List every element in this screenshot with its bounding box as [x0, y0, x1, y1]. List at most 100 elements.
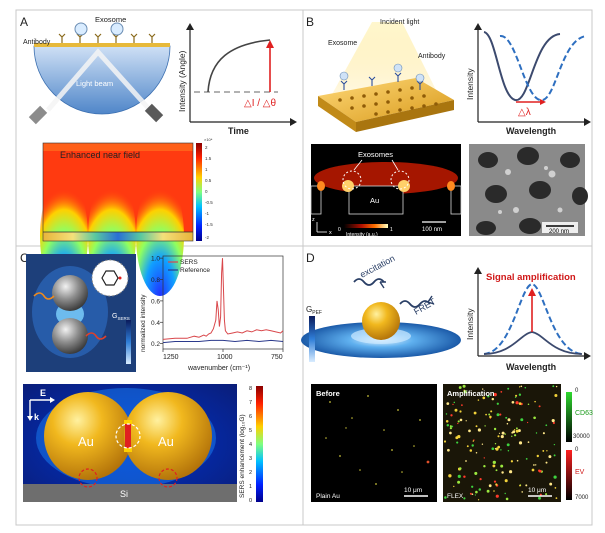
fluorescence-spot — [552, 385, 555, 388]
cb-tick-1: 1.5 — [205, 156, 212, 161]
fluorescence-spot — [534, 400, 536, 403]
cd63-colorbar — [566, 392, 572, 442]
fluorescence-spot — [474, 494, 477, 496]
fluorescence-spot — [468, 429, 471, 433]
fluorescence-spot — [483, 464, 486, 468]
fluorescence-spot — [493, 427, 497, 431]
fluorescence-spot — [493, 392, 497, 397]
fluorescence-spot — [469, 449, 473, 452]
sers-cb-tick-5: 3 — [249, 456, 252, 462]
fluorescence-spot — [491, 397, 495, 401]
fluorescence-spot — [504, 479, 508, 483]
fluorescence-spot — [512, 430, 516, 434]
fluorescence-spot — [459, 410, 462, 413]
pef-illustration — [301, 278, 461, 362]
fluorescence-spot — [516, 459, 519, 462]
fluorescence-spot — [479, 477, 482, 481]
spr-sensorgram — [186, 23, 297, 126]
fluorescence-spot — [459, 418, 463, 422]
fluorescence-spot — [463, 497, 466, 500]
fluorescence-spot — [506, 422, 509, 425]
fluorescence-spot — [549, 482, 553, 486]
sers-spectrum-chart: 1250 1000 750 0.2 0.4 0.6 0.8 1.0 — [151, 256, 284, 361]
fluorescence-spot — [507, 449, 510, 452]
fluorescence-spot — [457, 474, 461, 478]
fluorescence-spot — [506, 443, 510, 447]
panel-c-label: C — [20, 251, 29, 265]
fluorescence-spot — [475, 451, 478, 454]
fluorescence-spot — [453, 401, 456, 404]
before-fluorescence-image — [311, 384, 437, 502]
fluorescence-spot — [486, 489, 490, 493]
cd63-label: CD63 — [575, 410, 593, 417]
fluorescence-spot — [481, 443, 484, 445]
si-label: Si — [120, 489, 128, 499]
sers-xlabel: wavenumber (cm⁻¹) — [187, 365, 250, 372]
fluorescence-spot — [555, 497, 558, 499]
panel-b-label: B — [306, 15, 314, 29]
fluorescence-spot — [495, 447, 499, 451]
e-field-label: E — [40, 388, 46, 398]
fluorescence-spot — [513, 429, 516, 431]
sers-cb-tick-0: 8 — [249, 386, 252, 392]
cb-tick-7: -1.5 — [205, 222, 213, 227]
fluorescence-spot — [554, 393, 558, 398]
panel-frame-d — [302, 245, 593, 526]
fluorescence-spot — [491, 447, 495, 451]
fluorescence-spot — [501, 431, 505, 435]
x-tick-label: 1250 — [163, 354, 179, 361]
intensity-au-label: Intensity (a.u.) — [346, 232, 378, 238]
fluorescence-spot — [465, 420, 467, 422]
g-sers-label: GSERS — [112, 313, 130, 321]
fluorescence-spot — [511, 400, 515, 404]
fluorescence-spot — [487, 395, 490, 398]
x-tick-label: 750 — [271, 354, 283, 361]
sers-cb-tick-2: 6 — [249, 414, 252, 420]
fluorescence-spot — [466, 445, 469, 448]
amp-plot-ylabel: Intensity — [465, 308, 475, 340]
fluorescence-spot — [450, 414, 453, 417]
ev-max: 0 — [575, 447, 579, 453]
fluorescence-spot — [459, 467, 462, 470]
enhanced-near-field-title: Enhanced near field — [60, 150, 140, 160]
fluorescence-spot — [500, 464, 504, 468]
fluorescence-spot — [524, 386, 527, 389]
fluorescence-spot — [500, 390, 503, 393]
fluorescence-spot — [513, 434, 517, 437]
ev-colorbar — [566, 450, 572, 500]
fluorescence-spot — [494, 447, 497, 450]
cd63-min: 30000 — [573, 434, 590, 440]
fluorescence-spot — [505, 497, 509, 501]
g-pef-label: GPEF — [306, 305, 322, 316]
fluorescence-spot — [472, 440, 474, 442]
exosome-label-a: Exosome — [95, 15, 126, 24]
fluorescence-spot — [497, 435, 500, 438]
y-tick-label: 0.8 — [151, 277, 160, 284]
fluorescence-spot — [531, 468, 535, 472]
before-label: Before — [316, 389, 340, 398]
fluorescence-spot — [519, 484, 521, 487]
signal-amp-title: Signal amplification — [486, 272, 576, 283]
cd63-max: 0 — [575, 388, 579, 394]
fluorescence-spot — [542, 449, 545, 452]
spr-prism-illustration — [28, 22, 171, 125]
fluorescence-spot — [446, 423, 450, 427]
flex-label: FLEX — [447, 493, 464, 500]
sers-enhancement-colorbar — [256, 386, 263, 502]
fluorescence-spot — [495, 483, 498, 486]
scale-10um-1: 10 μm — [404, 487, 422, 494]
incident-light-label: Incident light — [380, 19, 419, 26]
fluorescence-spot — [552, 421, 555, 425]
fluorescence-spot — [509, 470, 513, 474]
fluorescence-spot — [457, 480, 461, 484]
antibody-label-b: Antibody — [418, 53, 446, 60]
fluorescence-spot — [492, 460, 496, 465]
fluorescence-spot — [527, 441, 530, 443]
delta-lambda: △λ — [518, 107, 531, 118]
sers-cb-tick-1: 7 — [249, 400, 252, 406]
fluorescence-spot — [449, 426, 453, 430]
amp-plot-xlabel: Wavelength — [506, 362, 556, 372]
sers-cb-tick-6: 2 — [249, 470, 252, 476]
cb-tick-3: 0.5 — [205, 178, 212, 183]
